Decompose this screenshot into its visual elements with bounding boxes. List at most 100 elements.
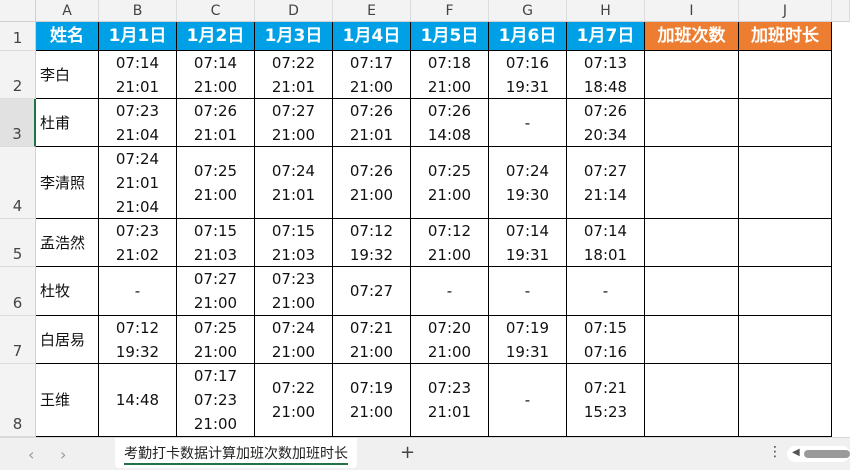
attendance-cell[interactable]: 07:23 21:01 — [411, 364, 489, 437]
attendance-cell[interactable]: 07:27 21:00 — [177, 267, 255, 316]
column-header-E[interactable]: E — [333, 0, 411, 22]
next-sheet-button[interactable]: › — [60, 445, 67, 464]
row-header-8[interactable]: 8 — [0, 364, 36, 437]
header-cell[interactable]: 1月7日 — [567, 22, 645, 51]
employee-name-cell[interactable]: 孟浩然 — [36, 219, 99, 267]
attendance-cell[interactable]: 07:27 21:14 — [567, 147, 645, 219]
header-cell[interactable]: 1月4日 — [333, 22, 411, 51]
sheet-tab-active[interactable]: 考勤打卡数据计算加班次数加班时长 — [115, 438, 357, 468]
attendance-cell[interactable]: 07:12 19:32 — [99, 316, 177, 364]
attendance-cell[interactable]: 07:13 18:48 — [567, 51, 645, 99]
attendance-cell[interactable]: - — [99, 267, 177, 316]
header-cell[interactable]: 姓名 — [36, 22, 99, 51]
attendance-cell[interactable]: 07:24 21:01 — [255, 147, 333, 219]
attendance-cell[interactable]: 07:17 21:00 — [333, 51, 411, 99]
overtime-cell[interactable] — [739, 364, 832, 437]
column-header-I[interactable]: I — [645, 0, 739, 22]
attendance-cell[interactable]: 07:22 21:00 — [255, 364, 333, 437]
column-header-F[interactable]: F — [411, 0, 489, 22]
column-header-B[interactable]: B — [99, 0, 177, 22]
overtime-cell[interactable] — [645, 99, 739, 147]
horizontal-scrollbar[interactable]: ◀ — [787, 446, 850, 462]
header-cell[interactable]: 1月3日 — [255, 22, 333, 51]
attendance-cell[interactable]: 07:26 21:01 — [333, 99, 411, 147]
prev-sheet-button[interactable]: ‹ — [28, 445, 35, 464]
attendance-cell[interactable]: 07:15 21:03 — [177, 219, 255, 267]
attendance-cell[interactable]: 07:12 21:00 — [411, 219, 489, 267]
overtime-cell[interactable] — [739, 316, 832, 364]
attendance-cell[interactable]: 07:16 19:31 — [489, 51, 567, 99]
attendance-cell[interactable]: - — [411, 267, 489, 316]
attendance-cell[interactable]: 07:25 21:00 — [411, 147, 489, 219]
column-header-J[interactable]: J — [739, 0, 832, 22]
overtime-cell[interactable] — [739, 219, 832, 267]
employee-name-cell[interactable]: 李白 — [36, 51, 99, 99]
attendance-cell[interactable]: 07:24 19:30 — [489, 147, 567, 219]
attendance-cell[interactable]: 07:20 21:00 — [411, 316, 489, 364]
row-header-6[interactable]: 6 — [0, 267, 36, 316]
add-sheet-button[interactable]: + — [400, 442, 416, 463]
employee-name-cell[interactable]: 李清照 — [36, 147, 99, 219]
attendance-cell[interactable]: 07:18 21:00 — [411, 51, 489, 99]
overtime-cell[interactable] — [645, 51, 739, 99]
attendance-cell[interactable]: 07:27 21:00 — [255, 99, 333, 147]
attendance-cell[interactable]: 07:22 21:01 — [255, 51, 333, 99]
attendance-cell[interactable]: 07:27 — [333, 267, 411, 316]
overtime-cell[interactable] — [645, 267, 739, 316]
header-cell[interactable]: 1月2日 — [177, 22, 255, 51]
attendance-cell[interactable]: - — [489, 364, 567, 437]
attendance-cell[interactable]: 07:14 21:00 — [177, 51, 255, 99]
attendance-cell[interactable]: 07:14 18:01 — [567, 219, 645, 267]
header-cell[interactable]: 1月5日 — [411, 22, 489, 51]
header-cell[interactable]: 1月1日 — [99, 22, 177, 51]
row-header-5[interactable]: 5 — [0, 219, 36, 267]
employee-name-cell[interactable]: 杜牧 — [36, 267, 99, 316]
attendance-cell[interactable]: 07:15 21:03 — [255, 219, 333, 267]
attendance-cell[interactable]: - — [489, 267, 567, 316]
overtime-cell[interactable] — [739, 51, 832, 99]
attendance-cell[interactable]: 07:23 21:02 — [99, 219, 177, 267]
employee-name-cell[interactable]: 白居易 — [36, 316, 99, 364]
scrollbar-thumb[interactable] — [804, 450, 850, 458]
attendance-cell[interactable]: 07:12 19:32 — [333, 219, 411, 267]
header-cell[interactable]: 加班次数 — [645, 22, 739, 51]
employee-name-cell[interactable]: 王维 — [36, 364, 99, 437]
attendance-cell[interactable]: 07:26 14:08 — [411, 99, 489, 147]
more-options-icon[interactable]: ⋮ — [768, 444, 782, 460]
column-header-G[interactable]: G — [489, 0, 567, 22]
attendance-cell[interactable]: 07:14 21:01 — [99, 51, 177, 99]
attendance-cell[interactable]: 07:23 21:04 — [99, 99, 177, 147]
row-header-2[interactable]: 2 — [0, 51, 36, 99]
attendance-cell[interactable]: 07:21 21:00 — [333, 316, 411, 364]
attendance-cell[interactable]: 07:19 19:31 — [489, 316, 567, 364]
attendance-cell[interactable]: 07:15 07:16 — [567, 316, 645, 364]
employee-name-cell[interactable]: 杜甫 — [36, 99, 99, 147]
scroll-left-icon[interactable]: ◀ — [792, 447, 800, 458]
attendance-cell[interactable]: 07:25 21:00 — [177, 316, 255, 364]
attendance-cell[interactable]: 07:25 21:00 — [177, 147, 255, 219]
header-cell[interactable]: 1月6日 — [489, 22, 567, 51]
column-header-D[interactable]: D — [255, 0, 333, 22]
overtime-cell[interactable] — [645, 364, 739, 437]
overtime-cell[interactable] — [645, 147, 739, 219]
column-header-A[interactable]: A — [36, 0, 99, 22]
attendance-cell[interactable]: 07:23 21:00 — [255, 267, 333, 316]
row-header-1[interactable]: 1 — [0, 22, 36, 51]
attendance-cell[interactable]: 14:48 — [99, 364, 177, 437]
attendance-cell[interactable]: 07:26 21:00 — [333, 147, 411, 219]
overtime-cell[interactable] — [739, 147, 832, 219]
overtime-cell[interactable] — [739, 99, 832, 147]
header-cell[interactable]: 加班时长 — [739, 22, 832, 51]
row-header-3[interactable]: 3 — [0, 99, 36, 147]
row-header-7[interactable]: 7 — [0, 316, 36, 364]
attendance-cell[interactable]: - — [567, 267, 645, 316]
attendance-cell[interactable]: 07:26 21:01 — [177, 99, 255, 147]
select-all-corner[interactable] — [0, 0, 36, 22]
attendance-cell[interactable]: 07:14 19:31 — [489, 219, 567, 267]
attendance-cell[interactable]: 07:19 21:00 — [333, 364, 411, 437]
overtime-cell[interactable] — [645, 219, 739, 267]
attendance-cell[interactable]: 07:26 20:34 — [567, 99, 645, 147]
attendance-cell[interactable]: 07:21 15:23 — [567, 364, 645, 437]
row-header-4[interactable]: 4 — [0, 147, 36, 219]
attendance-cell[interactable]: 07:24 21:01 21:04 — [99, 147, 177, 219]
